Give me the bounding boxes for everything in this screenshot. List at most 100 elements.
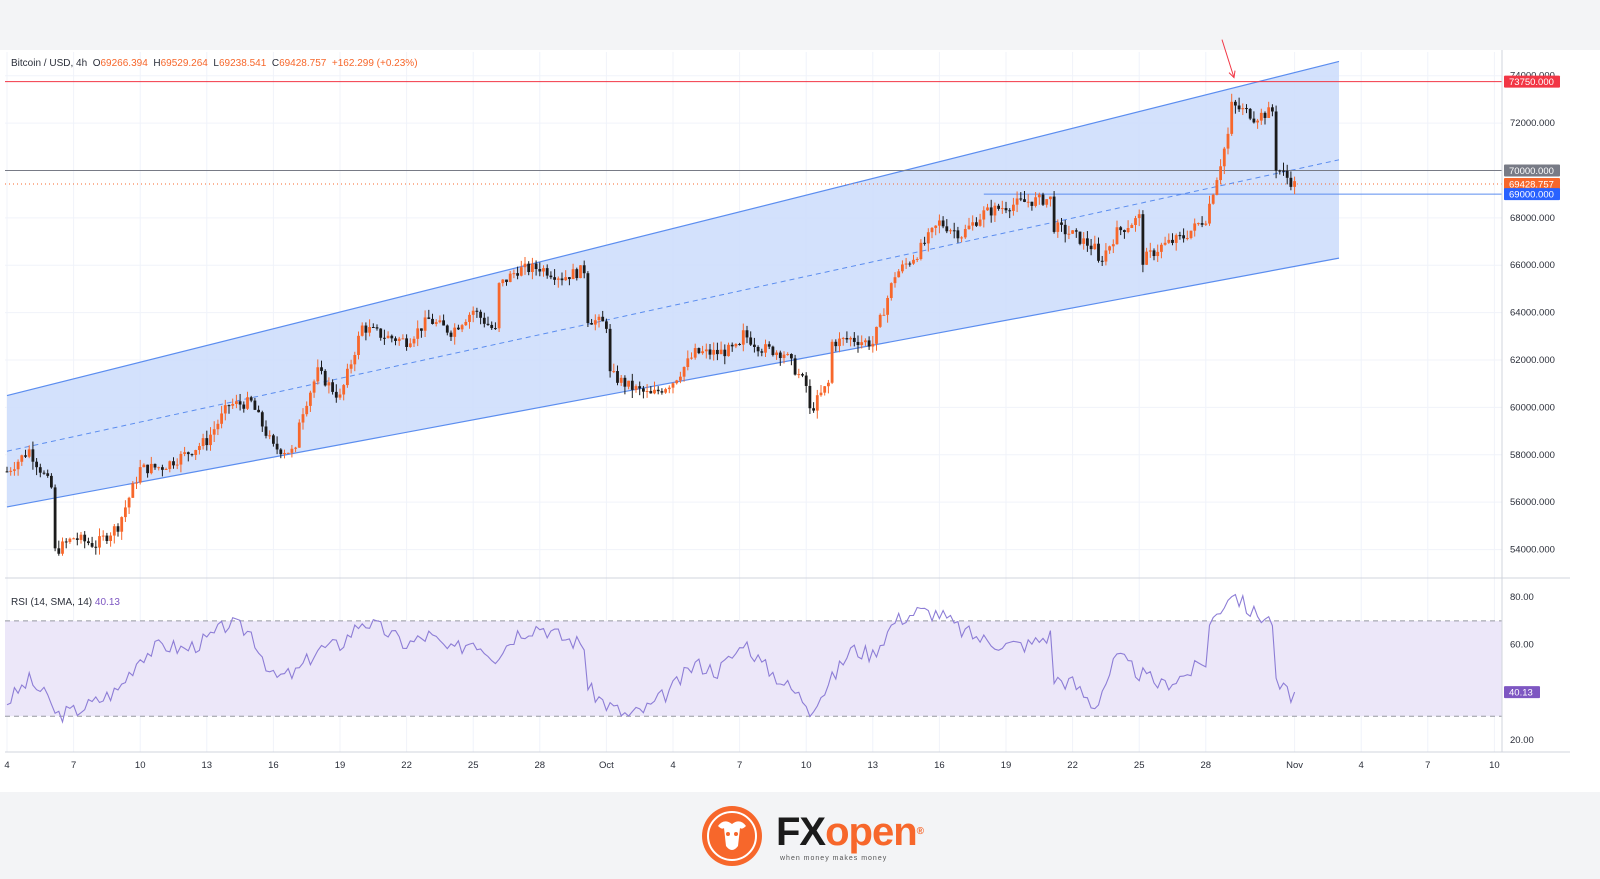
candle-body	[708, 349, 712, 355]
candle-body	[212, 429, 216, 435]
last-price-badge-label: 69428.757	[1509, 180, 1554, 191]
candle-body	[823, 386, 827, 393]
candle-body	[464, 321, 468, 326]
candle-body	[786, 354, 790, 356]
candle-body	[841, 338, 845, 340]
candle-body	[1023, 199, 1026, 202]
rsi-value: 40.13	[94, 597, 120, 608]
candle-body	[756, 346, 760, 352]
candle-body	[375, 327, 379, 329]
candle-body	[275, 443, 279, 450]
candle-body	[627, 380, 630, 387]
candle-body	[864, 340, 867, 343]
candle-body	[242, 404, 246, 409]
x-tick-label: 7	[71, 760, 76, 771]
candle-body	[283, 453, 286, 455]
candle-body	[897, 271, 901, 278]
chart-legend: Bitcoin / USD, 4h O69266.394 H69529.264 …	[11, 58, 418, 69]
candle-body	[1263, 112, 1267, 118]
candle-body	[408, 343, 412, 347]
candle-body	[364, 325, 368, 333]
candle-body	[379, 328, 383, 338]
candle-body	[471, 310, 475, 315]
candle-body	[57, 548, 61, 554]
rsi-legend: RSI (14, SMA, 14) 40.13	[11, 597, 120, 608]
candle-body	[442, 320, 445, 326]
candle-body	[656, 389, 660, 392]
candle-body	[549, 275, 553, 278]
candle-body	[1204, 223, 1208, 225]
candle-body	[723, 349, 727, 357]
resistance-badge	[1504, 75, 1560, 88]
candle-body	[272, 435, 275, 444]
candle-body	[1067, 233, 1071, 235]
candle-body	[1178, 235, 1182, 237]
candle-body	[1285, 170, 1289, 178]
candle-body	[61, 541, 64, 554]
candle-body	[53, 487, 57, 549]
candle-body	[1089, 245, 1093, 250]
candle-body	[1208, 203, 1211, 224]
candle-body	[971, 222, 975, 226]
candle-body	[360, 325, 364, 336]
y-tick-label: 68000.000	[1510, 213, 1555, 224]
candle-body	[172, 461, 175, 466]
candle-body	[412, 338, 416, 344]
candle-body	[434, 322, 438, 324]
candle-body	[945, 226, 949, 232]
x-tick-label: 22	[401, 760, 412, 771]
candle-body	[1234, 101, 1237, 106]
candle-body	[346, 368, 349, 386]
candle-body	[1052, 196, 1056, 232]
logo-open: open	[825, 810, 918, 854]
candle-body	[24, 455, 27, 457]
candle-body	[952, 230, 956, 232]
candle-body	[94, 546, 98, 548]
candle-body	[808, 385, 812, 409]
candle-body	[749, 337, 753, 345]
candle-body	[934, 225, 938, 228]
candle-body	[1189, 230, 1193, 238]
candle-body	[697, 348, 701, 354]
candle-body	[146, 464, 149, 474]
candle-body	[1004, 208, 1008, 211]
open-value: 69266.394	[100, 58, 148, 69]
y-tick-label: 62000.000	[1510, 355, 1555, 366]
candles	[5, 93, 1296, 556]
candle-body	[50, 475, 53, 488]
candle-body	[819, 392, 823, 396]
candle-body	[882, 314, 886, 316]
candle-body	[586, 273, 590, 324]
candle-body	[205, 438, 209, 446]
candle-body	[1111, 244, 1115, 247]
candle-body	[679, 376, 682, 381]
candle-body	[323, 370, 327, 386]
candle-body	[704, 349, 708, 352]
candle-body	[1256, 120, 1259, 123]
candle-body	[1078, 231, 1082, 244]
candle-body	[238, 401, 242, 405]
candle-body	[875, 326, 878, 344]
candle-body	[149, 463, 153, 474]
candle-body	[209, 434, 212, 446]
candle-body	[815, 395, 819, 411]
rsi-value-badge	[1504, 686, 1540, 699]
candle-body	[297, 422, 301, 448]
candle-body	[519, 267, 523, 276]
candle-body	[1060, 222, 1063, 225]
candle-body	[68, 538, 72, 543]
candle-body	[1093, 243, 1097, 250]
candle-body	[342, 385, 346, 395]
candle-body	[608, 328, 612, 372]
candle-body	[1037, 194, 1041, 198]
candle-body	[901, 264, 904, 272]
candle-body	[79, 534, 83, 540]
candle-body	[760, 351, 764, 353]
candle-body	[553, 277, 556, 280]
candle-body	[871, 343, 875, 347]
candle-body	[686, 358, 690, 368]
candle-body	[1030, 201, 1034, 206]
candle-body	[508, 273, 512, 283]
candle-body	[216, 423, 220, 430]
